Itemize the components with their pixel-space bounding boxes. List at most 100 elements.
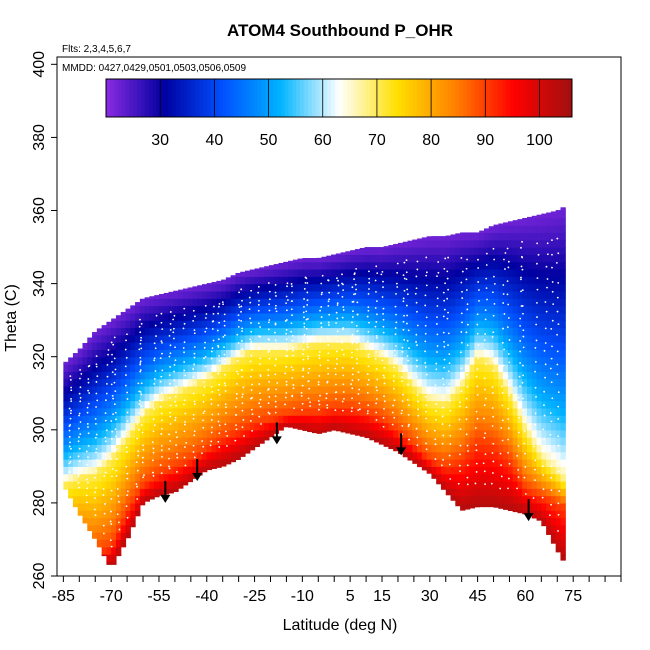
- field-cell: [383, 385, 389, 394]
- field-cell: [517, 422, 523, 431]
- field-cell: [335, 254, 342, 263]
- field-cell: [531, 502, 538, 511]
- field-cell: [311, 258, 318, 263]
- field-cell: [555, 437, 562, 446]
- track-dot: [499, 487, 502, 490]
- field-cell: [221, 407, 227, 416]
- field-cell: [120, 320, 127, 329]
- field-cell: [345, 320, 351, 329]
- track-dot: [143, 474, 145, 477]
- field-cell: [225, 407, 232, 416]
- track-dot: [556, 310, 559, 313]
- field-cell: [450, 378, 456, 387]
- track-dot: [285, 354, 288, 357]
- field-cell: [87, 337, 93, 343]
- field-cell: [321, 283, 327, 292]
- track-dot: [443, 345, 446, 348]
- field-cell: [440, 239, 447, 248]
- track-dot: [400, 376, 403, 379]
- field-cell: [96, 495, 103, 504]
- track-dot: [160, 445, 163, 447]
- track-dot: [383, 407, 385, 410]
- track-dot: [301, 402, 304, 405]
- field-cell: [555, 444, 562, 453]
- field-cell: [541, 451, 547, 460]
- field-cell: [130, 429, 136, 438]
- field-cell: [187, 378, 194, 387]
- field-cell: [92, 342, 98, 350]
- colorbar-swatch: [502, 79, 507, 117]
- field-cell: [488, 480, 495, 489]
- field-cell: [445, 407, 452, 416]
- track-dot: [212, 365, 214, 368]
- field-cell: [283, 378, 289, 387]
- track-dot: [160, 472, 163, 475]
- field-cell: [311, 283, 318, 292]
- field-cell: [402, 261, 409, 270]
- field-cell: [321, 334, 327, 343]
- track-dot: [78, 486, 81, 489]
- track-dot: [212, 339, 215, 342]
- track-dot: [500, 385, 503, 388]
- field-cell: [417, 247, 423, 255]
- track-dot: [159, 380, 162, 383]
- field-cell: [201, 400, 208, 409]
- track-dot: [335, 397, 337, 400]
- field-cell: [92, 393, 98, 402]
- field-cell: [331, 371, 337, 380]
- field-cell: [560, 239, 566, 248]
- field-cell: [264, 371, 270, 380]
- field-cell: [163, 466, 170, 475]
- field-cell: [144, 466, 151, 475]
- field-cell: [96, 480, 103, 489]
- track-dot: [351, 397, 353, 400]
- field-cell: [455, 407, 461, 416]
- field-cell: [92, 429, 98, 438]
- field-cell: [431, 466, 437, 475]
- field-cell: [201, 437, 208, 446]
- track-dot: [320, 293, 323, 296]
- field-cell: [230, 364, 237, 372]
- track-dot: [503, 348, 505, 351]
- field-cell: [101, 524, 107, 533]
- field-cell: [92, 532, 98, 539]
- field-cell: [517, 320, 523, 329]
- field-cell: [173, 305, 179, 314]
- field-cell: [211, 422, 217, 431]
- field-cell: [507, 378, 514, 387]
- field-cell: [249, 437, 256, 446]
- track-dot: [524, 466, 527, 468]
- track-dot: [367, 309, 370, 312]
- field-cell: [493, 407, 499, 416]
- field-cell: [517, 444, 523, 453]
- field-cell: [393, 385, 399, 394]
- field-cell: [230, 320, 237, 329]
- field-cell: [168, 378, 174, 387]
- field-cell: [197, 356, 203, 365]
- field-cell: [163, 400, 170, 409]
- track-dot: [183, 361, 186, 363]
- field-cell: [374, 254, 380, 263]
- track-dot: [536, 277, 539, 280]
- colorbar-tick-label: 70: [368, 132, 386, 149]
- field-cell: [77, 364, 84, 372]
- track-dot: [557, 513, 560, 516]
- field-cell: [512, 320, 519, 329]
- field-cell: [402, 407, 409, 416]
- track-dot: [267, 368, 270, 371]
- track-dot: [416, 268, 419, 271]
- field-cell: [192, 444, 198, 453]
- field-cell: [550, 312, 557, 321]
- field-cell: [450, 268, 456, 277]
- track-dot: [336, 317, 339, 320]
- track-dot: [114, 435, 117, 438]
- field-cell: [359, 320, 366, 329]
- track-dot: [87, 481, 89, 484]
- field-cell: [235, 407, 241, 416]
- track-dot: [110, 489, 113, 492]
- field-cell: [72, 495, 79, 504]
- track-dot: [519, 385, 521, 388]
- y-tick-label: 260: [31, 563, 48, 590]
- field-cell: [474, 473, 480, 482]
- field-cell: [302, 334, 308, 343]
